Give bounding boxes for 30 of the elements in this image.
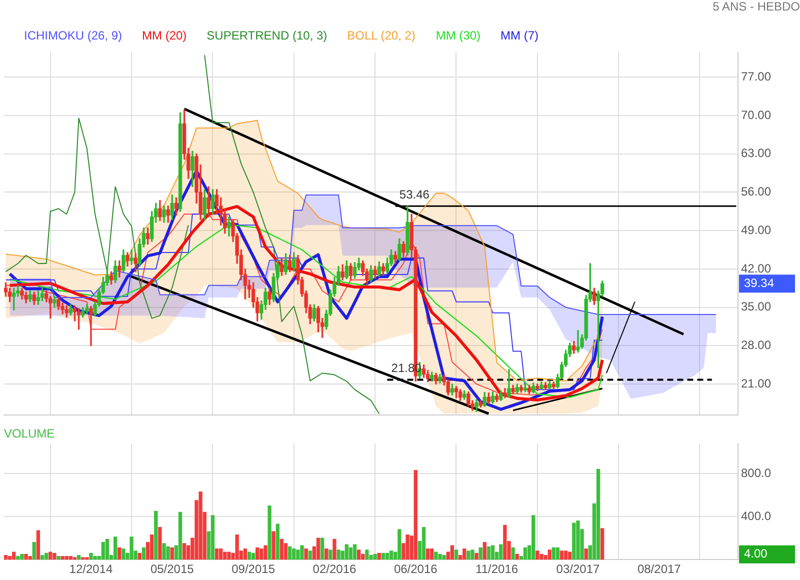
y-tick-label: 56.00 xyxy=(741,184,772,199)
y-tick-label: 42.00 xyxy=(741,261,772,276)
x-tick-label: 02/2016 xyxy=(312,562,356,576)
y-tick-label: 63.00 xyxy=(741,146,772,160)
y-tick-label: 28.00 xyxy=(741,338,772,352)
text: MM (30) xyxy=(436,28,481,43)
series-label: SUPERTREND (10, 3) xyxy=(206,28,328,43)
x-tick-label: 06/2016 xyxy=(394,562,438,576)
x-tick-label: 11/2016 xyxy=(476,562,518,576)
annotation: 53.46 xyxy=(399,187,430,202)
y-tick-label: 70.00 xyxy=(741,108,772,122)
x-tick-label: 03/2017 xyxy=(556,562,600,576)
chart-subtitle: 5 ANS - HEBDO xyxy=(712,0,800,14)
text: 39.34 xyxy=(744,276,774,290)
x-tick-label: 12/2014 xyxy=(69,562,113,576)
y-tick-label: 800.0 xyxy=(741,466,772,480)
y-tick-label: 21.00 xyxy=(741,376,772,390)
x-tick-label: 09/2015 xyxy=(232,562,276,576)
x-tick-label: 08/2017 xyxy=(637,562,682,576)
text: MM (7) xyxy=(500,28,539,43)
y-tick-label: 77.00 xyxy=(741,69,772,84)
y-tick-label: 35.00 xyxy=(741,300,772,314)
text: 4.00 xyxy=(744,546,768,561)
text: ICHIMOKU (26, 9) xyxy=(24,28,122,43)
y-tick-label: 49.00 xyxy=(741,222,772,237)
text: BOLL (20, 2) xyxy=(347,28,416,43)
x-tick-label: 05/2015 xyxy=(150,562,194,576)
text: MM (20) xyxy=(142,28,187,43)
chart-title: VOLUME xyxy=(4,426,55,441)
y-tick-label: 400.0 xyxy=(741,508,772,523)
